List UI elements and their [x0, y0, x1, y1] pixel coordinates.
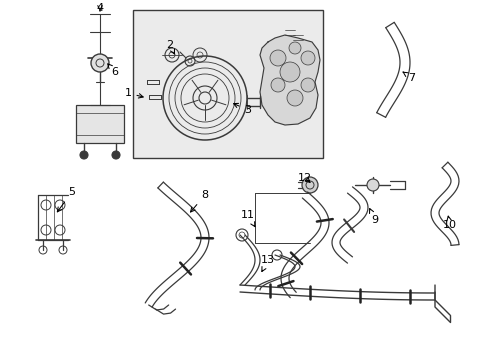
Circle shape — [269, 50, 285, 66]
Circle shape — [301, 78, 314, 92]
Text: 5: 5 — [57, 187, 75, 212]
Text: 8: 8 — [190, 190, 208, 212]
Text: 9: 9 — [369, 208, 378, 225]
Bar — [76, 105, 124, 143]
Text: 10: 10 — [442, 216, 456, 230]
Text: 1: 1 — [124, 88, 143, 98]
Text: 12: 12 — [297, 173, 311, 183]
Circle shape — [366, 179, 378, 191]
Circle shape — [80, 151, 88, 159]
Circle shape — [280, 62, 299, 82]
Circle shape — [270, 78, 285, 92]
Text: 6: 6 — [107, 64, 118, 77]
Circle shape — [286, 90, 303, 106]
Circle shape — [91, 54, 109, 72]
Text: 7: 7 — [402, 72, 415, 83]
Circle shape — [301, 51, 314, 65]
Text: 3: 3 — [233, 103, 251, 115]
Bar — [133, 10, 323, 158]
Text: 4: 4 — [96, 3, 103, 13]
Circle shape — [302, 177, 317, 193]
Text: 13: 13 — [261, 255, 274, 271]
Circle shape — [288, 42, 301, 54]
Circle shape — [112, 151, 120, 159]
Text: 2: 2 — [166, 40, 174, 54]
Text: 11: 11 — [241, 210, 254, 226]
Polygon shape — [260, 35, 319, 125]
